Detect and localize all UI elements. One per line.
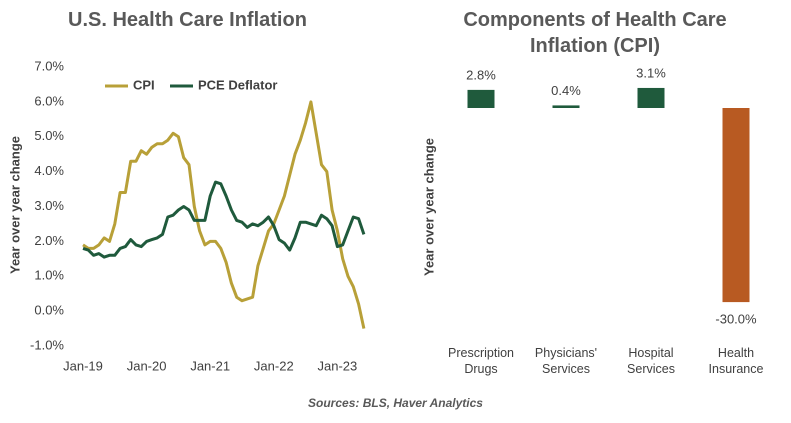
y-tick-label: 1.0% xyxy=(34,268,64,283)
y-tick-label: 5.0% xyxy=(34,128,64,143)
x-tick-label: Jan-20 xyxy=(127,358,167,373)
legend-label: CPI xyxy=(133,77,155,92)
value-label: 3.1% xyxy=(636,65,666,80)
line xyxy=(82,100,366,329)
x-tick-label: Hospital Services xyxy=(627,346,675,376)
y-tick-label: 2.0% xyxy=(34,233,64,248)
bar xyxy=(552,105,580,108)
y-tick-label: -1.0% xyxy=(30,337,64,352)
line xyxy=(82,180,366,259)
x-tick-label: Jan-23 xyxy=(318,358,358,373)
value-label: 0.4% xyxy=(551,83,581,98)
chart-title: Components of Health Care Inflation (CPI… xyxy=(463,9,727,57)
x-tick-label: Jan-19 xyxy=(63,358,103,373)
y-axis-title: Year over year change xyxy=(7,136,22,274)
x-tick-label: Physicians' Services xyxy=(534,346,598,376)
y-axis-title: Year over year change xyxy=(421,138,436,276)
x-tick-label: Health Insurance xyxy=(708,346,764,376)
value-label: 2.8% xyxy=(466,67,496,82)
chart-title: U.S. Health Care Inflation xyxy=(68,9,307,31)
legend-label: PCE Deflator xyxy=(198,77,277,92)
bar xyxy=(637,87,665,108)
value-label: -30.0% xyxy=(715,312,757,327)
x-tick-label: Jan-21 xyxy=(190,358,230,373)
y-tick-label: 6.0% xyxy=(34,93,64,108)
bar xyxy=(467,89,495,108)
bar xyxy=(722,108,750,303)
y-tick-label: 4.0% xyxy=(34,163,64,178)
y-tick-label: 0.0% xyxy=(34,303,64,318)
x-tick-label: Prescription Drugs xyxy=(448,346,514,376)
y-tick-label: 3.0% xyxy=(34,198,64,213)
y-tick-label: 7.0% xyxy=(34,58,64,73)
x-tick-label: Jan-22 xyxy=(254,358,294,373)
source: Sources: BLS, Haver Analytics xyxy=(308,396,483,410)
